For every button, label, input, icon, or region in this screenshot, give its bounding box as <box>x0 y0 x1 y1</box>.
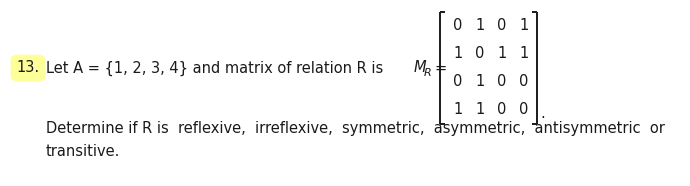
Text: 0: 0 <box>453 18 463 33</box>
Text: =: = <box>434 60 446 76</box>
Text: 0: 0 <box>453 75 463 89</box>
Text: 0: 0 <box>475 46 484 62</box>
Text: Determine if R is  reflexive,  irreflexive,  symmetric,  asymmetric,  antisymmet: Determine if R is reflexive, irreflexive… <box>46 121 665 135</box>
Text: 0: 0 <box>497 102 506 118</box>
Text: M: M <box>414 60 426 75</box>
Text: 0: 0 <box>520 102 529 118</box>
Text: 0: 0 <box>497 75 506 89</box>
Text: R: R <box>424 68 432 78</box>
Text: 1: 1 <box>497 46 506 62</box>
Text: 0: 0 <box>497 18 506 33</box>
Text: 13.: 13. <box>17 60 39 76</box>
Text: 1: 1 <box>453 46 462 62</box>
Text: 1: 1 <box>475 75 484 89</box>
Text: 1: 1 <box>453 102 462 118</box>
Text: 1: 1 <box>520 46 529 62</box>
Text: 1: 1 <box>520 18 529 33</box>
Text: 0: 0 <box>520 75 529 89</box>
Text: .: . <box>540 107 544 121</box>
Text: transitive.: transitive. <box>46 145 120 160</box>
Text: 1: 1 <box>475 102 484 118</box>
Text: 1: 1 <box>475 18 484 33</box>
Text: Let A = {1, 2, 3, 4} and matrix of relation R is: Let A = {1, 2, 3, 4} and matrix of relat… <box>46 60 388 76</box>
